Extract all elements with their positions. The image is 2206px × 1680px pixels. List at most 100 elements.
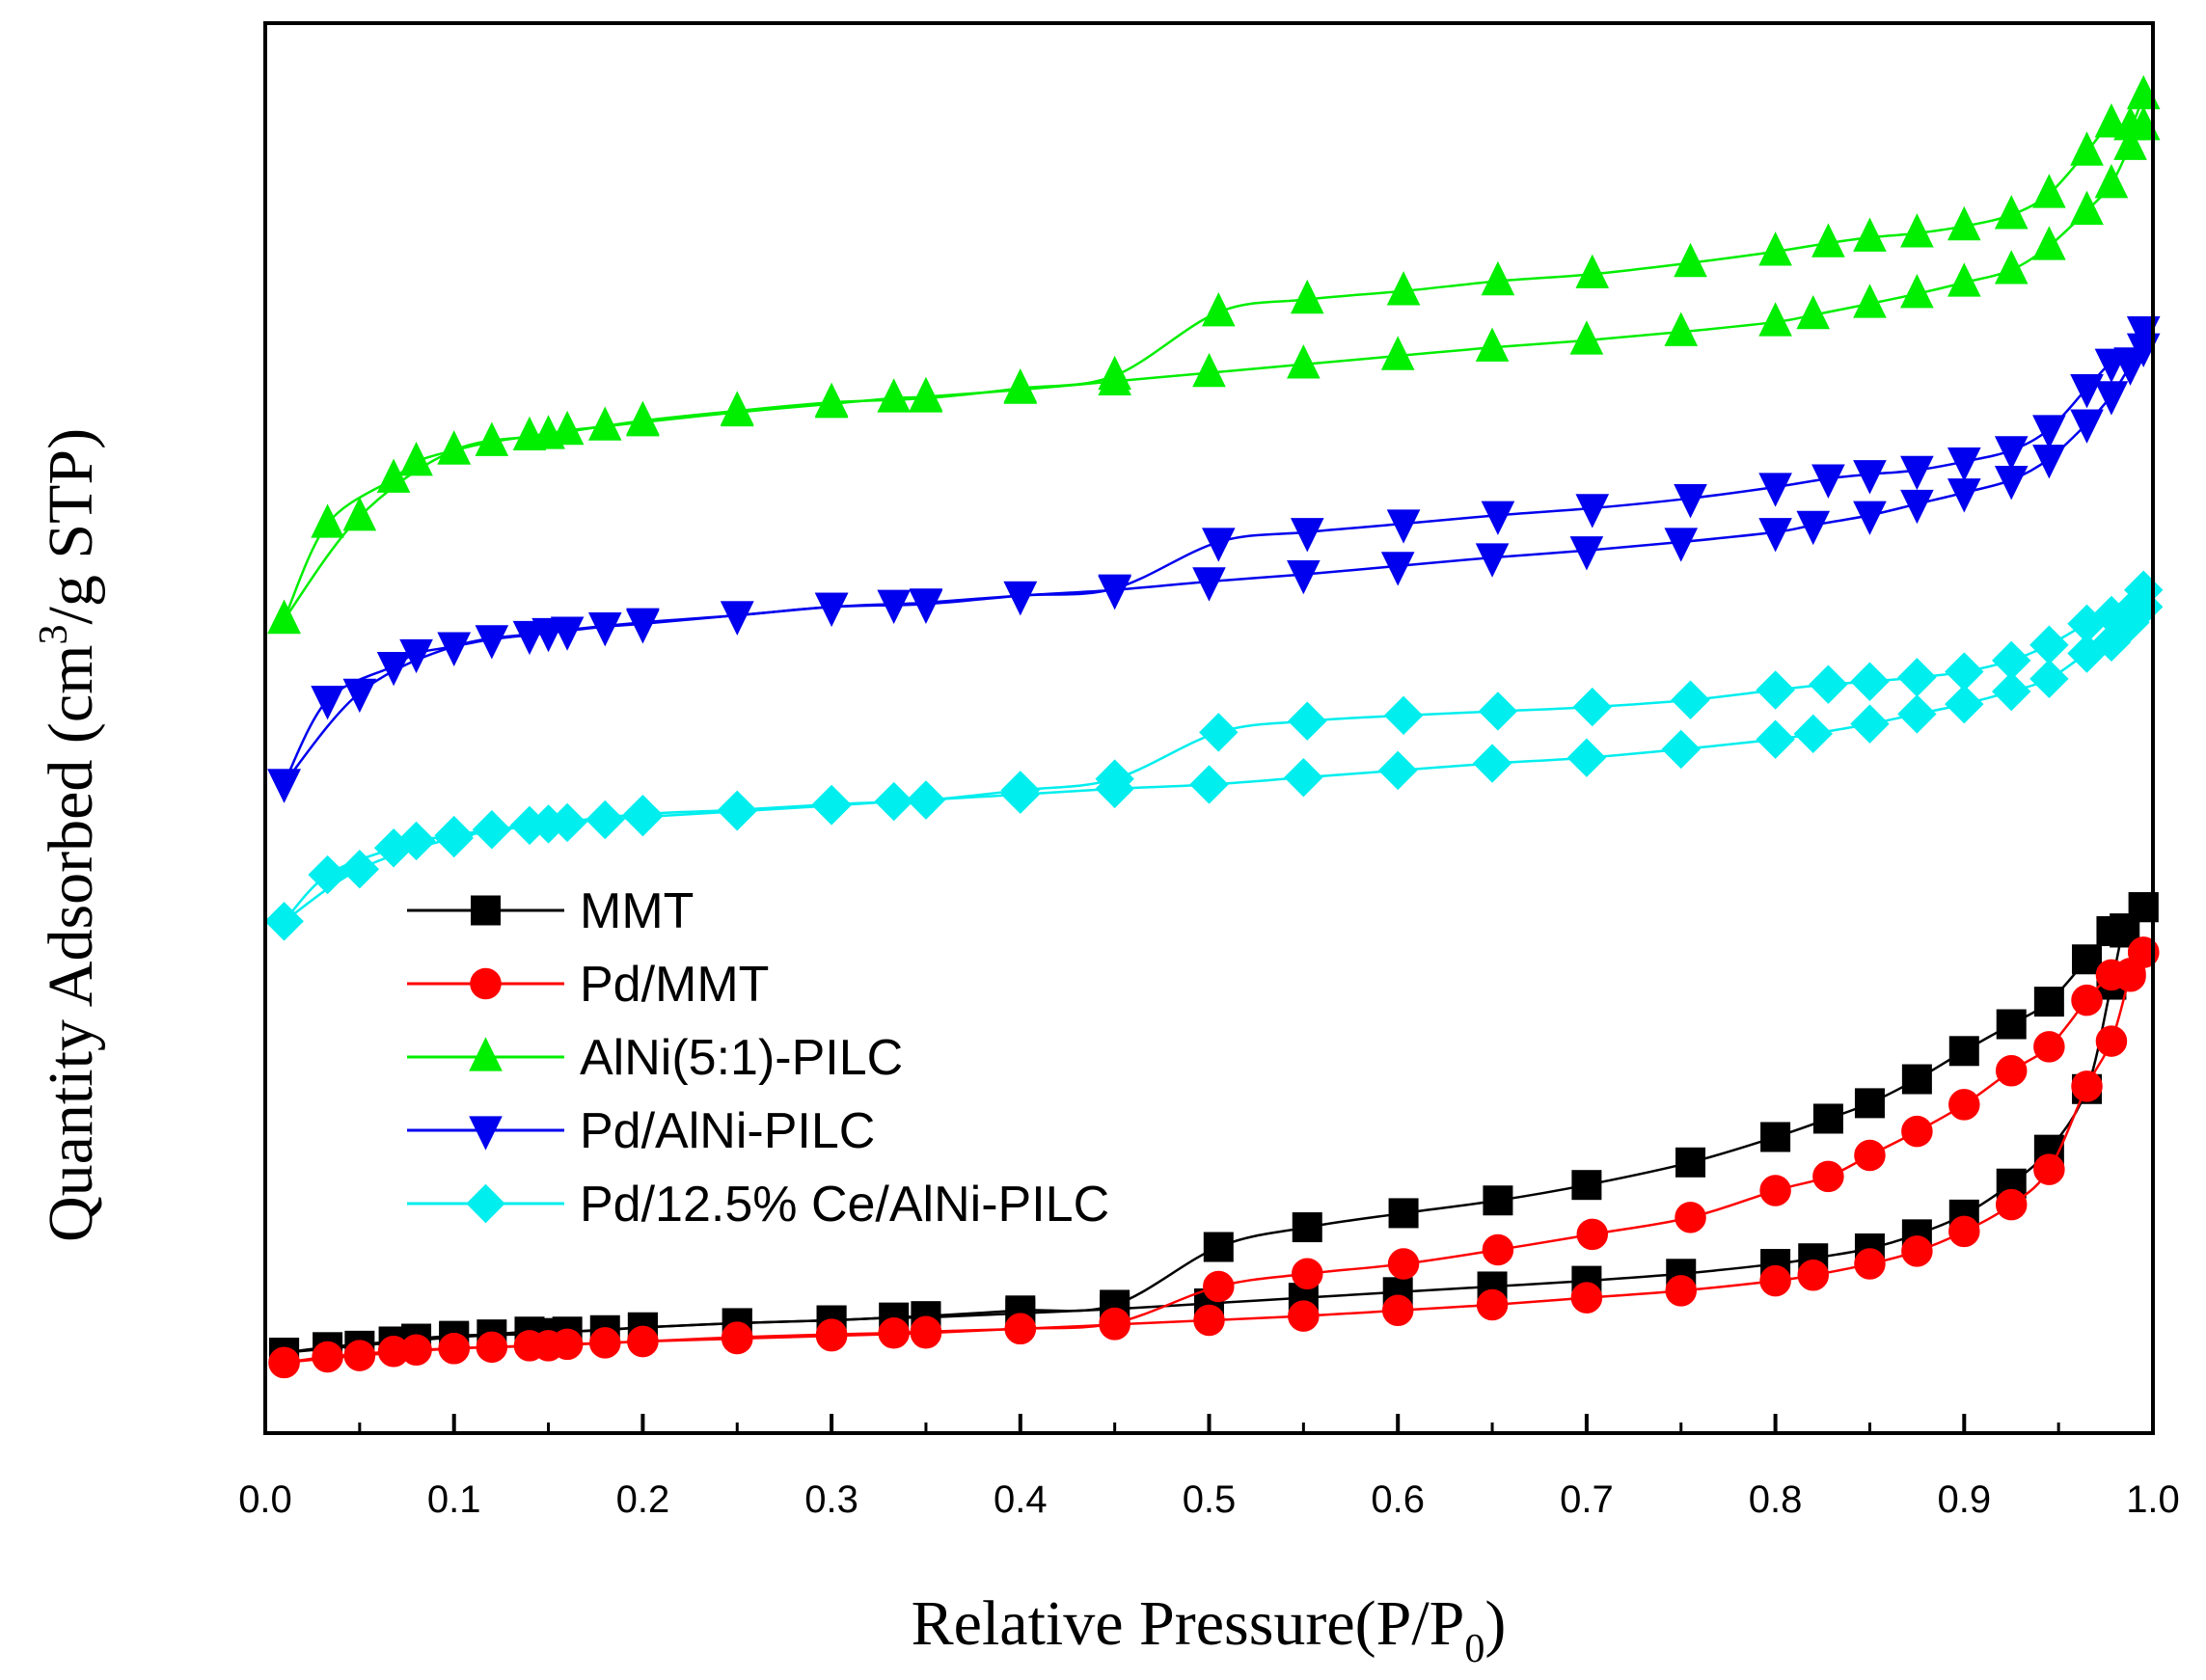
data-point [1476, 1288, 1509, 1321]
data-point [1811, 223, 1845, 257]
legend-marker [466, 1183, 505, 1224]
data-point [343, 1340, 376, 1371]
data-point [1812, 1103, 1843, 1134]
data-point [1850, 662, 1890, 701]
data-point [1664, 312, 1699, 346]
data-point [1756, 719, 1795, 759]
data-point [437, 632, 472, 666]
data-point [2029, 659, 2069, 699]
data-point [437, 430, 472, 465]
data-point [1992, 671, 2031, 712]
data-point [1665, 1275, 1697, 1307]
data-point [342, 497, 377, 531]
data-point [308, 854, 347, 895]
data-point [438, 1333, 470, 1365]
data-point [1292, 1212, 1322, 1243]
data-point [1760, 1122, 1791, 1152]
data-point [626, 400, 660, 435]
data-point [2070, 373, 2104, 409]
data-point [1901, 1115, 1933, 1148]
data-point [1796, 294, 1831, 330]
x-tick-label: 0.1 [427, 1478, 481, 1521]
x-axis-title: Relative Pressure(P/P0) [912, 1588, 1507, 1671]
data-point [1661, 729, 1701, 770]
x-tick-label: 0.6 [1371, 1478, 1425, 1521]
data-point [1947, 205, 1981, 241]
legend-marker [469, 1116, 503, 1151]
legend-label: Pd/AlNi-PILC [580, 1103, 875, 1159]
data-point [2032, 174, 2066, 208]
data-point [627, 1325, 659, 1358]
data-point [1756, 670, 1795, 710]
data-point [434, 818, 474, 858]
data-point [1566, 738, 1607, 777]
data-point [1996, 1009, 2027, 1040]
data-point [2029, 625, 2069, 664]
data-point [1287, 559, 1321, 595]
data-point [814, 382, 849, 417]
data-point [2070, 190, 2104, 226]
data-point [1569, 320, 1604, 355]
data-point [2095, 959, 2128, 991]
data-point [1901, 1235, 1933, 1267]
data-point [1947, 447, 1981, 482]
y-axis-title-pre: Quantity Adsorbed (cm [36, 644, 106, 1242]
data-point [2094, 348, 2129, 384]
data-point [720, 391, 754, 425]
data-point [909, 378, 943, 413]
data-point [1572, 687, 1612, 727]
data-point [1811, 464, 1845, 499]
data-point [1797, 1260, 1829, 1291]
data-point [267, 769, 301, 803]
data-point [586, 799, 625, 840]
y-axis-title-superscript: 3 [32, 624, 76, 644]
data-point [623, 794, 663, 834]
x-tick-label: 0.7 [1560, 1478, 1614, 1521]
data-point [1192, 567, 1226, 602]
data-point [1853, 501, 1887, 535]
data-point [2096, 916, 2127, 947]
data-point [720, 601, 754, 636]
data-point [1854, 1248, 1886, 1280]
y-axis-title-post: /g STP) [36, 428, 106, 625]
data-point [1098, 355, 1131, 391]
data-point [2033, 1153, 2065, 1185]
series-4 [264, 570, 2164, 941]
data-point [877, 378, 911, 413]
data-point [475, 625, 509, 660]
data-point [1193, 1304, 1225, 1337]
data-point [1288, 1300, 1320, 1332]
data-point [1900, 213, 1934, 248]
data-point [1994, 195, 2029, 230]
data-point [1201, 528, 1236, 562]
data-point [1812, 1160, 1844, 1193]
data-point [1850, 704, 1890, 744]
data-point [877, 589, 911, 625]
data-point [1290, 279, 1324, 314]
series-1 [268, 936, 2160, 1379]
data-point [1758, 518, 1792, 553]
data-point [1472, 744, 1512, 783]
data-point [1481, 501, 1515, 535]
data-point [1383, 695, 1424, 736]
x-tick-label: 0.9 [1937, 1478, 1991, 1521]
data-point [1793, 714, 1833, 754]
data-point [1475, 327, 1510, 362]
data-point [1675, 1202, 1706, 1233]
data-point [1388, 1198, 1419, 1229]
data-point [1796, 510, 1831, 546]
data-point [2113, 125, 2147, 160]
legend-entry: Pd/AlNi-PILC [407, 1103, 875, 1159]
data-point [1386, 271, 1421, 306]
data-point [1664, 528, 1699, 562]
data-point [1288, 701, 1327, 741]
x-tick-label: 0.4 [994, 1478, 1048, 1521]
legend-marker [471, 895, 501, 926]
data-point [1203, 1270, 1235, 1303]
data-point [1575, 254, 1610, 288]
x-axis-title-main: Relative Pressure(P/P [912, 1588, 1465, 1659]
data-point [909, 589, 943, 625]
data-point [1290, 518, 1324, 553]
data-point [1992, 640, 2031, 681]
